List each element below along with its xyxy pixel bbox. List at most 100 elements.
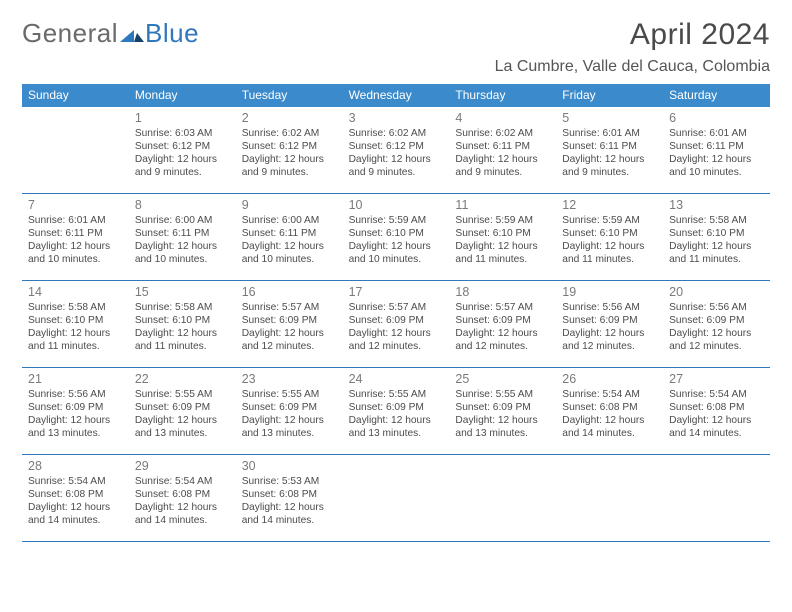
- sunset-text: Sunset: 6:09 PM: [455, 314, 552, 327]
- day-cell: 21Sunrise: 5:56 AMSunset: 6:09 PMDayligh…: [22, 368, 129, 454]
- daylight-line-2: and 9 minutes.: [455, 166, 552, 179]
- daylight-line-1: Daylight: 12 hours: [562, 327, 659, 340]
- day-cell: 3 Sunrise: 6:02 AMSunset: 6:12 PMDaylight…: [343, 107, 450, 193]
- week-row: 1Sunrise: 6:03 AMSunset: 6:12 PMDaylight…: [22, 107, 770, 194]
- sunset-text: Sunset: 6:10 PM: [349, 227, 446, 240]
- sunset-text: Sunset: 6:10 PM: [28, 314, 125, 327]
- sunrise-text: Sunrise: 5:58 AM: [135, 301, 232, 314]
- daylight-line-1: Daylight: 12 hours: [242, 153, 339, 166]
- sunset-text: Sunset: 6:11 PM: [242, 227, 339, 240]
- daylight-line-1: Daylight: 12 hours: [28, 414, 125, 427]
- daylight-line-1: Daylight: 12 hours: [455, 240, 552, 253]
- daylight-line-2: and 14 minutes.: [28, 514, 125, 527]
- day-cell: 15Sunrise: 5:58 AMSunset: 6:10 PMDayligh…: [129, 281, 236, 367]
- day-number: 30: [242, 459, 339, 473]
- day-cell: [556, 455, 663, 541]
- logo-text-2: Blue: [145, 18, 199, 49]
- sunset-text: Sunset: 6:09 PM: [562, 314, 659, 327]
- day-number: 10: [349, 198, 446, 212]
- sunset-text: Sunset: 6:12 PM: [242, 140, 339, 153]
- daylight-line-2: and 12 minutes.: [455, 340, 552, 353]
- daylight-line-1: Daylight: 12 hours: [669, 327, 766, 340]
- daylight-line-1: Daylight: 12 hours: [349, 153, 446, 166]
- dayname-monday: Monday: [129, 84, 236, 107]
- day-cell: 22Sunrise: 5:55 AMSunset: 6:09 PMDayligh…: [129, 368, 236, 454]
- day-cell: 14Sunrise: 5:58 AMSunset: 6:10 PMDayligh…: [22, 281, 129, 367]
- daylight-line-2: and 10 minutes.: [669, 166, 766, 179]
- sunset-text: Sunset: 6:09 PM: [455, 401, 552, 414]
- sunset-text: Sunset: 6:08 PM: [562, 401, 659, 414]
- sunrise-text: Sunrise: 5:54 AM: [669, 388, 766, 401]
- day-number: 11: [455, 198, 552, 212]
- daylight-line-1: Daylight: 12 hours: [242, 501, 339, 514]
- daylight-line-1: Daylight: 12 hours: [28, 327, 125, 340]
- day-cell: 5Sunrise: 6:01 AMSunset: 6:11 PMDaylight…: [556, 107, 663, 193]
- daylight-line-1: Daylight: 12 hours: [28, 501, 125, 514]
- dayname-friday: Friday: [556, 84, 663, 107]
- daylight-line-2: and 13 minutes.: [455, 427, 552, 440]
- daylight-line-2: and 14 minutes.: [562, 427, 659, 440]
- day-number: 20: [669, 285, 766, 299]
- day-cell: 1Sunrise: 6:03 AMSunset: 6:12 PMDaylight…: [129, 107, 236, 193]
- day-cell: 17Sunrise: 5:57 AMSunset: 6:09 PMDayligh…: [343, 281, 450, 367]
- sunrise-text: Sunrise: 5:55 AM: [455, 388, 552, 401]
- sunrise-text: Sunrise: 5:57 AM: [349, 301, 446, 314]
- sunset-text: Sunset: 6:10 PM: [135, 314, 232, 327]
- daylight-line-1: Daylight: 12 hours: [455, 327, 552, 340]
- sunrise-text: Sunrise: 6:02 AM: [455, 127, 552, 140]
- daylight-line-2: and 11 minutes.: [562, 253, 659, 266]
- dayname-thursday: Thursday: [449, 84, 556, 107]
- day-number: 28: [28, 459, 125, 473]
- dayname-sunday: Sunday: [22, 84, 129, 107]
- sunrise-text: Sunrise: 6:02 AM: [349, 127, 446, 140]
- header: General Blue April 2024 La Cumbre, Valle…: [22, 18, 770, 82]
- sunrise-text: Sunrise: 5:57 AM: [455, 301, 552, 314]
- day-number: 27: [669, 372, 766, 386]
- day-cell: [22, 107, 129, 193]
- daylight-line-2: and 9 minutes.: [135, 166, 232, 179]
- location-text: La Cumbre, Valle del Cauca, Colombia: [495, 58, 770, 76]
- sunrise-text: Sunrise: 5:55 AM: [349, 388, 446, 401]
- sunset-text: Sunset: 6:12 PM: [349, 140, 446, 153]
- sunset-text: Sunset: 6:08 PM: [135, 488, 232, 501]
- sunset-text: Sunset: 6:11 PM: [669, 140, 766, 153]
- day-cell: 9Sunrise: 6:00 AMSunset: 6:11 PMDaylight…: [236, 194, 343, 280]
- sunrise-text: Sunrise: 6:00 AM: [135, 214, 232, 227]
- logo-text-1: General: [22, 18, 118, 49]
- day-number: 23: [242, 372, 339, 386]
- day-cell: 19Sunrise: 5:56 AMSunset: 6:09 PMDayligh…: [556, 281, 663, 367]
- daylight-line-1: Daylight: 12 hours: [669, 153, 766, 166]
- sunset-text: Sunset: 6:09 PM: [242, 314, 339, 327]
- daylight-line-2: and 12 minutes.: [349, 340, 446, 353]
- week-row: 7Sunrise: 6:01 AMSunset: 6:11 PMDaylight…: [22, 194, 770, 281]
- daylight-line-2: and 11 minutes.: [135, 340, 232, 353]
- daylight-line-2: and 13 minutes.: [349, 427, 446, 440]
- day-cell: 30Sunrise: 5:53 AMSunset: 6:08 PMDayligh…: [236, 455, 343, 541]
- day-cell: 2Sunrise: 6:02 AMSunset: 6:12 PMDaylight…: [236, 107, 343, 193]
- sunrise-text: Sunrise: 6:01 AM: [669, 127, 766, 140]
- sunrise-text: Sunrise: 5:54 AM: [28, 475, 125, 488]
- day-cell: 16Sunrise: 5:57 AMSunset: 6:09 PMDayligh…: [236, 281, 343, 367]
- dayname-wednesday: Wednesday: [343, 84, 450, 107]
- day-cell: 20Sunrise: 5:56 AMSunset: 6:09 PMDayligh…: [663, 281, 770, 367]
- daylight-line-1: Daylight: 12 hours: [135, 327, 232, 340]
- day-number: 14: [28, 285, 125, 299]
- day-number: 12: [562, 198, 659, 212]
- sunset-text: Sunset: 6:11 PM: [455, 140, 552, 153]
- sunrise-text: Sunrise: 5:59 AM: [562, 214, 659, 227]
- sunset-text: Sunset: 6:11 PM: [562, 140, 659, 153]
- sunset-text: Sunset: 6:09 PM: [349, 314, 446, 327]
- daylight-line-2: and 13 minutes.: [242, 427, 339, 440]
- sunset-text: Sunset: 6:11 PM: [135, 227, 232, 240]
- daylight-line-1: Daylight: 12 hours: [349, 414, 446, 427]
- day-cell: 10Sunrise: 5:59 AMSunset: 6:10 PMDayligh…: [343, 194, 450, 280]
- daylight-line-2: and 14 minutes.: [135, 514, 232, 527]
- day-number: 21: [28, 372, 125, 386]
- week-row: 14Sunrise: 5:58 AMSunset: 6:10 PMDayligh…: [22, 281, 770, 368]
- daylight-line-2: and 13 minutes.: [135, 427, 232, 440]
- day-number: 3: [349, 111, 446, 125]
- daylight-line-2: and 11 minutes.: [455, 253, 552, 266]
- weeks-container: 1Sunrise: 6:03 AMSunset: 6:12 PMDaylight…: [22, 107, 770, 542]
- day-number: 25: [455, 372, 552, 386]
- daylight-line-1: Daylight: 12 hours: [562, 414, 659, 427]
